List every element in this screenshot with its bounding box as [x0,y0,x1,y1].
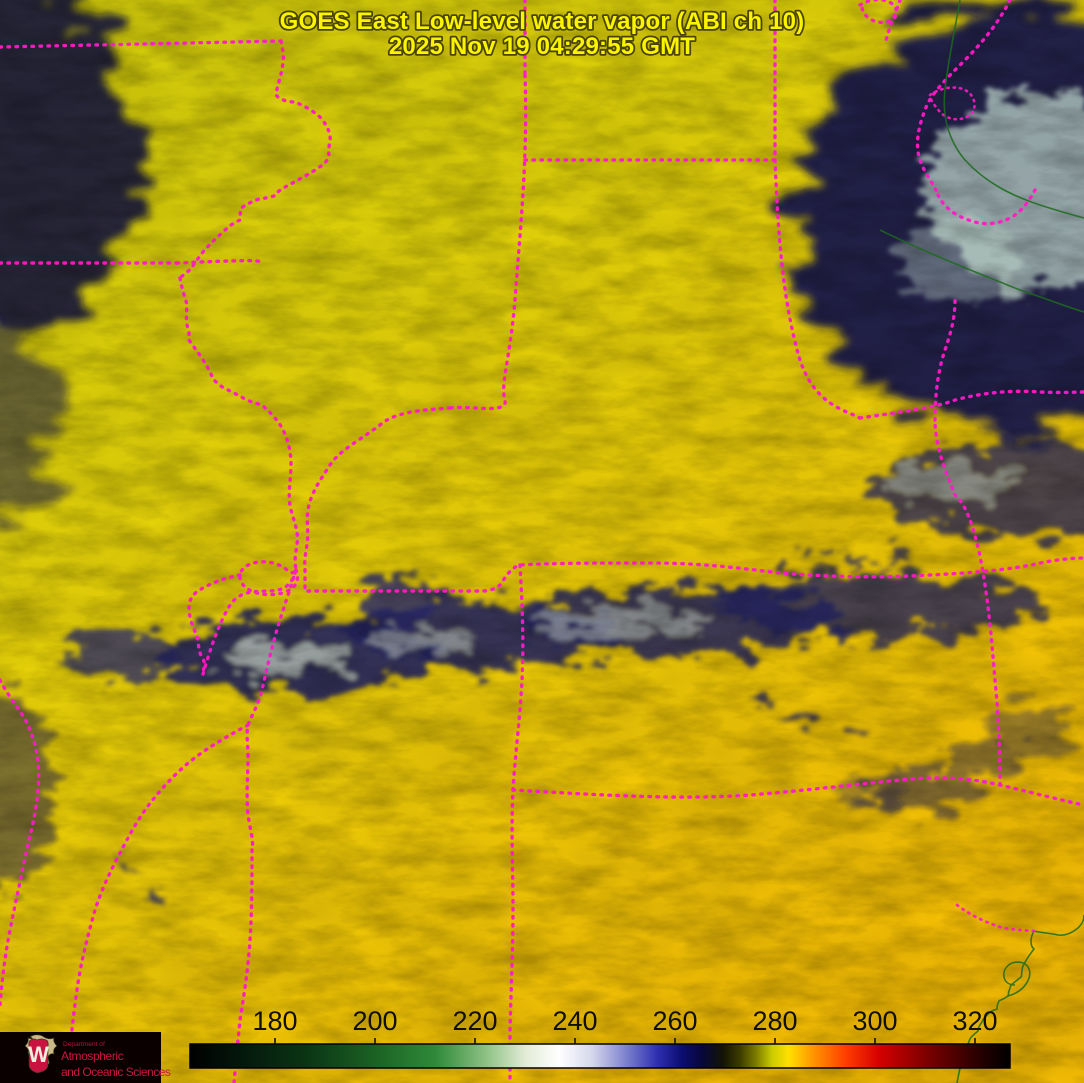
svg-text:and Oceanic Sciences: and Oceanic Sciences [61,1065,171,1079]
svg-text:Atmospheric: Atmospheric [61,1049,124,1063]
svg-text:Department of: Department of [63,1041,105,1048]
svg-text:W: W [28,1042,49,1067]
